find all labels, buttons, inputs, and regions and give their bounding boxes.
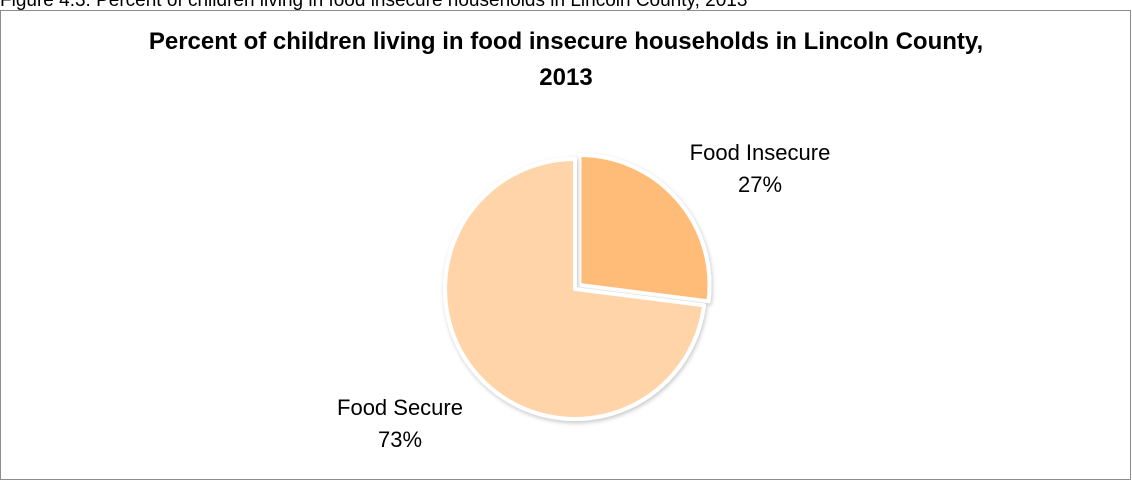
chart-title: Percent of children living in food insec… xyxy=(0,24,1132,96)
chart-title-line-2: 2013 xyxy=(539,64,593,91)
pie-slice-food-insecure xyxy=(577,153,712,304)
slice-label-food-secure-name: Food Secure xyxy=(337,395,463,420)
figure-caption: Figure 4.3: Percent of children living i… xyxy=(0,0,748,11)
slice-label-food-insecure-value: 27% xyxy=(737,172,783,197)
slice-label-food-secure: Food Secure 73% xyxy=(300,392,500,456)
pie-slice-food-secure xyxy=(443,157,706,421)
slice-label-food-insecure: Food Insecure 27% xyxy=(660,137,860,201)
slice-label-food-insecure-name: Food Insecure xyxy=(689,140,831,165)
slice-label-food-secure-value: 73% xyxy=(377,427,423,452)
chart-title-line-1: Percent of children living in food insec… xyxy=(148,28,984,55)
